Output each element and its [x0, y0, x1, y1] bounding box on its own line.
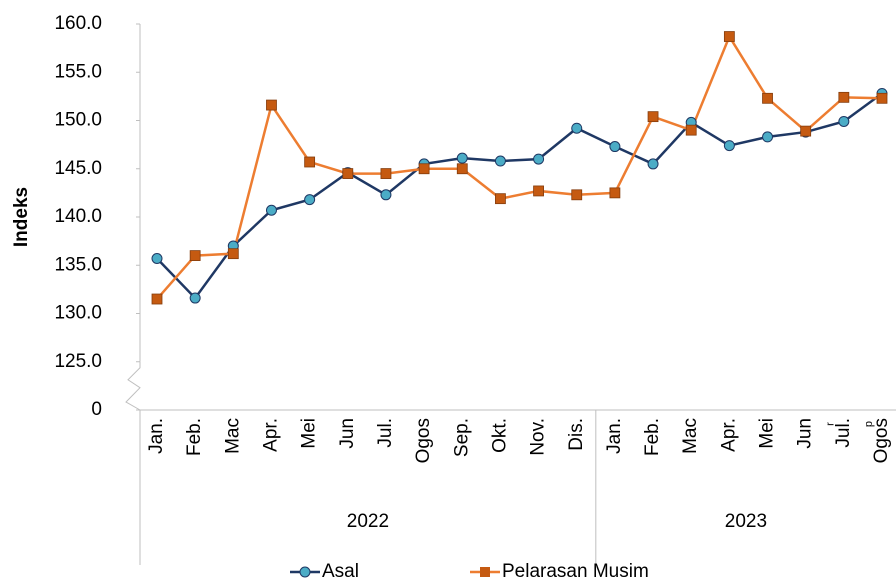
- x-tick-label: Mei: [299, 418, 320, 449]
- point: [647, 158, 659, 170]
- point: [494, 155, 506, 167]
- point: [533, 153, 545, 165]
- x-tick-label: Jan.: [604, 418, 625, 454]
- point: [380, 189, 392, 201]
- y-axis-label: Indeks: [11, 187, 32, 247]
- x-tick-label: Jun: [795, 418, 816, 449]
- point: [571, 122, 583, 134]
- y-tick-label: 135.0: [54, 254, 102, 275]
- series-line: [156, 33, 883, 300]
- point: [876, 92, 888, 104]
- point: [723, 140, 735, 152]
- legend-label: Pelarasan Musim: [502, 561, 649, 582]
- x-tick-label: Nov.: [528, 418, 549, 456]
- point: [647, 111, 659, 123]
- group-label: 2022: [347, 511, 389, 532]
- x-tick-label: Apr.: [718, 418, 739, 452]
- legend-marker: [480, 567, 490, 577]
- point: [227, 248, 239, 260]
- point: [762, 131, 774, 143]
- x-tick-label: Feb.: [642, 418, 663, 456]
- y-tick-label: 150.0: [54, 110, 102, 131]
- x-tick-label: Mei: [757, 418, 778, 449]
- x-tick-label: Feb.: [184, 418, 205, 456]
- point: [800, 125, 812, 137]
- x-tick-superscript: r: [825, 422, 837, 426]
- point: [456, 152, 468, 164]
- point: [189, 250, 201, 262]
- x-tick-label: Ogos: [871, 418, 892, 463]
- x-tick-label: Jul.: [833, 418, 854, 448]
- point: [266, 99, 277, 111]
- point: [151, 252, 163, 264]
- point: [304, 156, 316, 168]
- x-tick-label: Okt.: [489, 418, 510, 453]
- series-line: [156, 92, 883, 300]
- point: [380, 168, 392, 179]
- point: [609, 187, 621, 199]
- point: [304, 194, 316, 206]
- x-tick-label: Sep.: [451, 418, 472, 457]
- y-tick-label: 125.0: [54, 351, 102, 372]
- y-tick-label: 155.0: [54, 61, 102, 82]
- x-tick-label: Dis.: [566, 418, 587, 451]
- point: [609, 141, 621, 153]
- point: [838, 115, 850, 127]
- y-tick-label: 145.0: [54, 158, 102, 179]
- point: [265, 204, 277, 216]
- point: [342, 168, 354, 179]
- x-tick-superscript: p: [863, 421, 875, 427]
- x-tick-label: Ogos: [413, 418, 434, 463]
- point: [418, 163, 430, 175]
- point: [456, 163, 468, 175]
- x-tick-label: Apr.: [260, 418, 281, 452]
- y-tick-label: 140.0: [54, 206, 102, 227]
- legend-marker: [299, 566, 311, 578]
- x-tick-label: Jan.: [146, 418, 167, 454]
- x-tick-label: Jul.: [375, 418, 396, 448]
- point: [838, 91, 850, 103]
- point: [762, 92, 773, 104]
- y-tick-label: 160.0: [54, 13, 102, 34]
- x-tick-label: Mac: [680, 418, 701, 454]
- point: [151, 293, 163, 305]
- group-label: 2023: [725, 511, 767, 532]
- axis-break: [125, 361, 141, 411]
- legend-label: Asal: [322, 561, 359, 582]
- x-tick-label: Mac: [222, 418, 243, 454]
- y-tick-label: 130.0: [54, 303, 102, 324]
- point: [685, 124, 697, 136]
- y-tick-label: 0: [91, 399, 102, 420]
- x-tick-label: Jun: [337, 418, 358, 449]
- point: [189, 292, 201, 304]
- point: [571, 189, 583, 201]
- point: [723, 31, 735, 42]
- point: [533, 185, 544, 197]
- point: [495, 193, 506, 205]
